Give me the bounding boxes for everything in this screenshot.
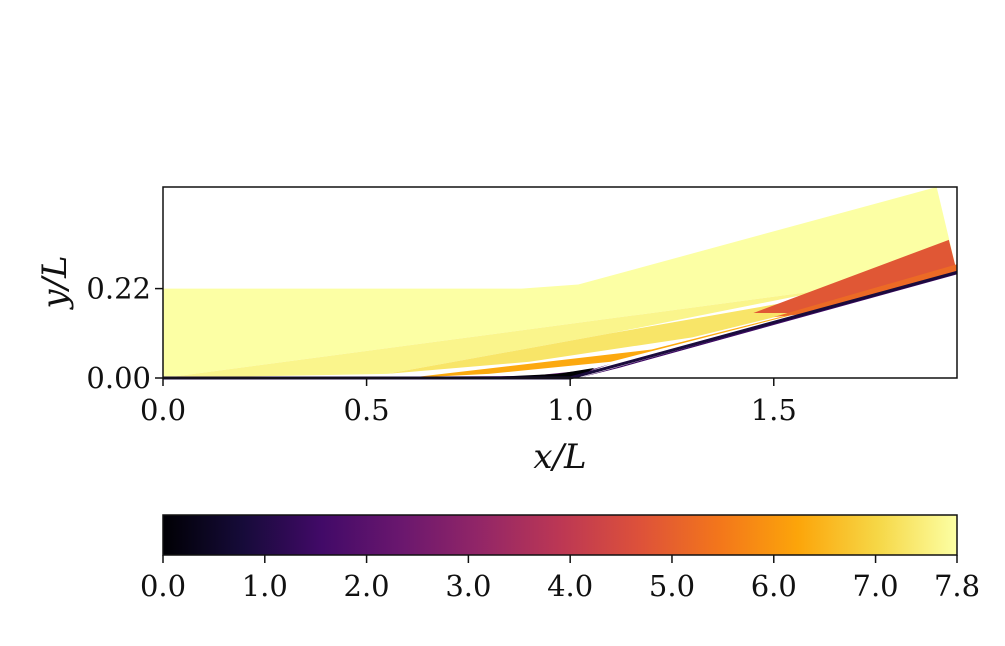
region-separation-bubble (468, 367, 595, 378)
colorbar-tick-label: 0.0 (140, 569, 186, 603)
plot-area: 0.0 0.5 1.0 1.5 0.00 0.22 x/L y/L (35, 186, 958, 477)
colorbar-tick-label: 6.0 (751, 569, 797, 603)
colorbar-tick-label: 4.0 (547, 569, 593, 603)
colorbar-tick-label: 3.0 (445, 569, 491, 603)
colorbar: 0.0 1.0 2.0 3.0 4.0 5.0 6.0 7.0 7.8 (140, 514, 980, 603)
region-freestream (163, 187, 957, 378)
x-axis: 0.0 0.5 1.0 1.5 (140, 378, 797, 427)
x-axis-label: x/L (533, 437, 586, 477)
y-axis-label: y/L (35, 255, 75, 310)
x-tick-label: 1.0 (547, 393, 593, 427)
colorbar-tick-label: 7.0 (853, 569, 899, 603)
x-tick-label: 0.0 (140, 393, 186, 427)
x-tick-label: 0.5 (344, 393, 390, 427)
x-tick-label: 1.5 (751, 393, 797, 427)
region-ramp-shock-inner (773, 264, 957, 318)
colorbar-tick-label: 7.8 (934, 569, 980, 603)
region-ramp-shock-outer (753, 239, 957, 313)
y-axis: 0.00 0.22 (86, 272, 163, 395)
y-tick-label: 0.00 (86, 361, 151, 395)
colorbar-tick-label: 1.0 (242, 569, 288, 603)
colorbar-tick-label: 2.0 (344, 569, 390, 603)
y-tick-label: 0.22 (86, 272, 151, 306)
field-regions (163, 187, 957, 378)
colorbar-ticks: 0.0 1.0 2.0 3.0 4.0 5.0 6.0 7.0 7.8 (140, 555, 980, 603)
colorbar-tick-label: 5.0 (649, 569, 695, 603)
colorbar-gradient (162, 514, 958, 556)
plot-frame (162, 186, 958, 379)
